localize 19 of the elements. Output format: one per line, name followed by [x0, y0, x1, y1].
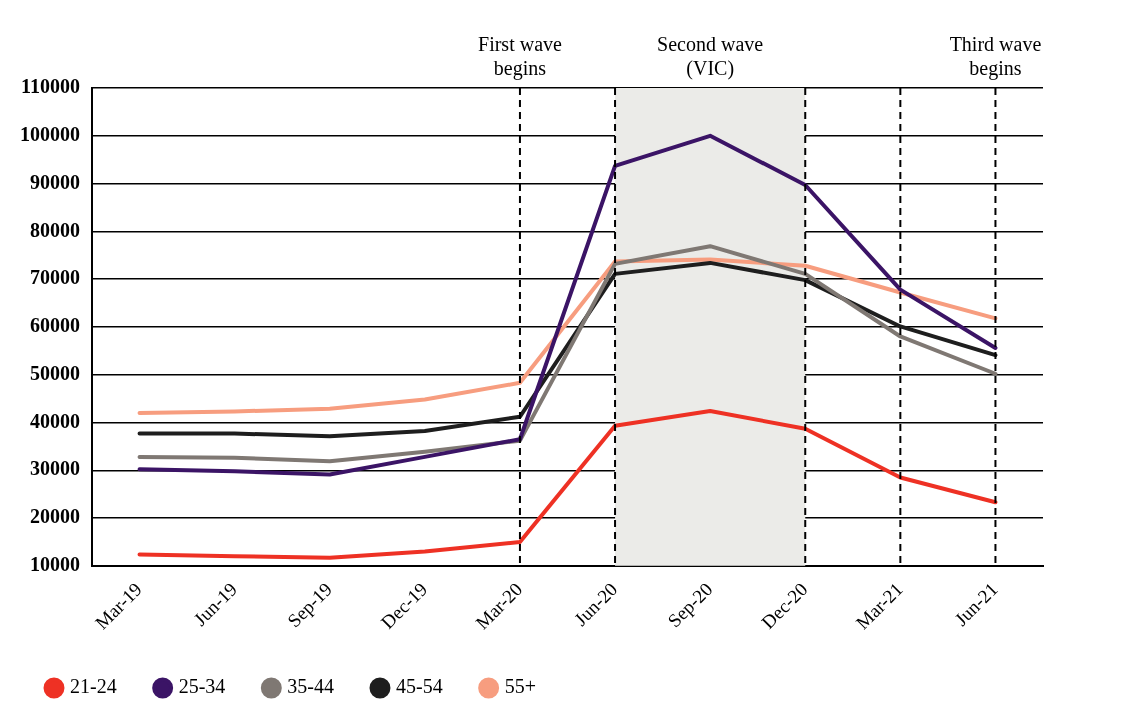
y-tick-label: 100000: [20, 122, 80, 145]
y-tick-label: 10000: [30, 553, 80, 576]
legend-label: 25-34: [178, 675, 226, 698]
ref-line-label: First wave begins: [478, 33, 562, 81]
y-tick-label: 110000: [21, 75, 80, 98]
ref-line-label: Third wave begins: [949, 33, 1042, 81]
y-tick-label: 80000: [30, 218, 80, 241]
legend-label: 55+: [504, 675, 536, 698]
y-tick-label: 20000: [30, 505, 80, 528]
legend-label: 21-24: [70, 675, 117, 698]
y-tick-label: 60000: [30, 314, 80, 337]
legend-label: 35-44: [287, 675, 334, 698]
y-tick-label: 50000: [30, 361, 80, 384]
y-tick-label: 70000: [30, 266, 80, 289]
band-label: Second wave (VIC): [657, 33, 764, 81]
y-tick-label: 30000: [30, 457, 80, 480]
y-tick-label: 40000: [30, 409, 80, 432]
legend-label: 45-54: [395, 675, 443, 698]
y-tick-label: 90000: [30, 170, 80, 193]
